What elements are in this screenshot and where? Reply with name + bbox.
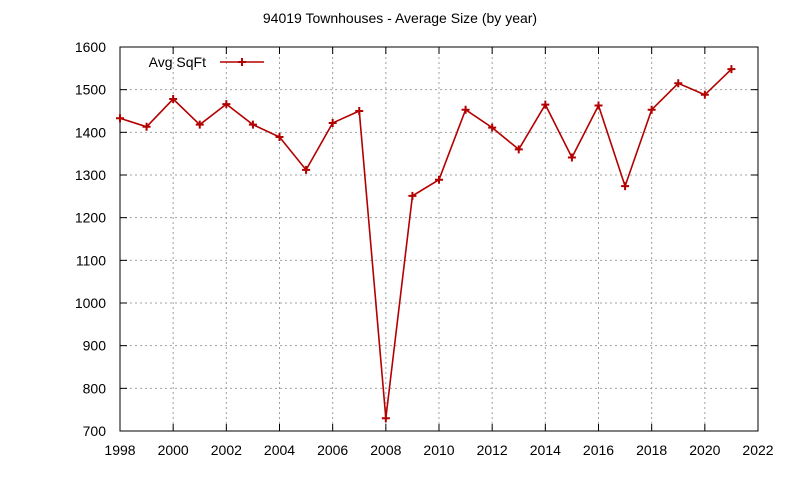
data-point [488, 123, 497, 132]
y-tick-label: 1400 [75, 124, 106, 140]
data-point [248, 120, 257, 129]
data-point [328, 118, 337, 127]
y-tick-label: 800 [83, 380, 107, 396]
axis-ticks: 1998 2000 2002 2004 2006 2008 2010 2012 2014 2016… [75, 39, 774, 458]
chart-title: 94019 Townhouses - Average Size (by year… [263, 10, 537, 26]
legend: Avg SqFt [149, 54, 264, 70]
data-point [461, 105, 470, 114]
data-point [700, 90, 709, 99]
y-tick-label: 1300 [75, 167, 106, 183]
y-tick-label: 1500 [75, 82, 106, 98]
data-point [275, 133, 284, 142]
data-point [302, 165, 311, 174]
x-tick-label: 2020 [689, 442, 720, 458]
data-point [142, 122, 151, 131]
x-tick-label: 2010 [423, 442, 454, 458]
y-tick-label: 1200 [75, 210, 106, 226]
y-tick-label: 700 [83, 423, 107, 439]
data-point [169, 95, 178, 104]
data-point [514, 145, 523, 154]
data-point [381, 414, 390, 423]
x-tick-label: 2012 [477, 442, 508, 458]
data-point [355, 107, 364, 115]
data-point [647, 105, 656, 114]
y-tick-label: 1000 [75, 295, 106, 311]
x-tick-label: 2022 [742, 442, 773, 458]
data-point [116, 114, 124, 123]
y-tick-label: 1100 [76, 252, 106, 268]
x-tick-label: 1998 [104, 442, 135, 458]
data-point [408, 191, 417, 200]
legend-label: Avg SqFt [149, 54, 206, 70]
x-tick-label: 2016 [583, 442, 614, 458]
x-tick-label: 2004 [264, 442, 295, 458]
x-tick-label: 2008 [370, 442, 401, 458]
x-tick-label: 2002 [211, 442, 242, 458]
data-point [195, 120, 204, 129]
x-tick-label: 2000 [158, 442, 189, 458]
data-point [674, 79, 683, 88]
x-tick-label: 2018 [636, 442, 667, 458]
data-point [435, 175, 443, 184]
data-point [727, 65, 736, 74]
data-point [567, 153, 576, 162]
data-point [594, 101, 603, 110]
data-point [621, 182, 630, 191]
series-line [119, 68, 732, 419]
data-point [222, 100, 231, 109]
y-tick-label: 900 [83, 338, 107, 354]
data-point [541, 100, 550, 109]
legend-marker [238, 58, 246, 66]
series-layer [116, 65, 736, 423]
x-tick-label: 2006 [317, 442, 348, 458]
grid [119, 46, 759, 432]
y-tick-label: 1600 [75, 39, 106, 55]
x-tick-label: 2014 [530, 442, 561, 458]
